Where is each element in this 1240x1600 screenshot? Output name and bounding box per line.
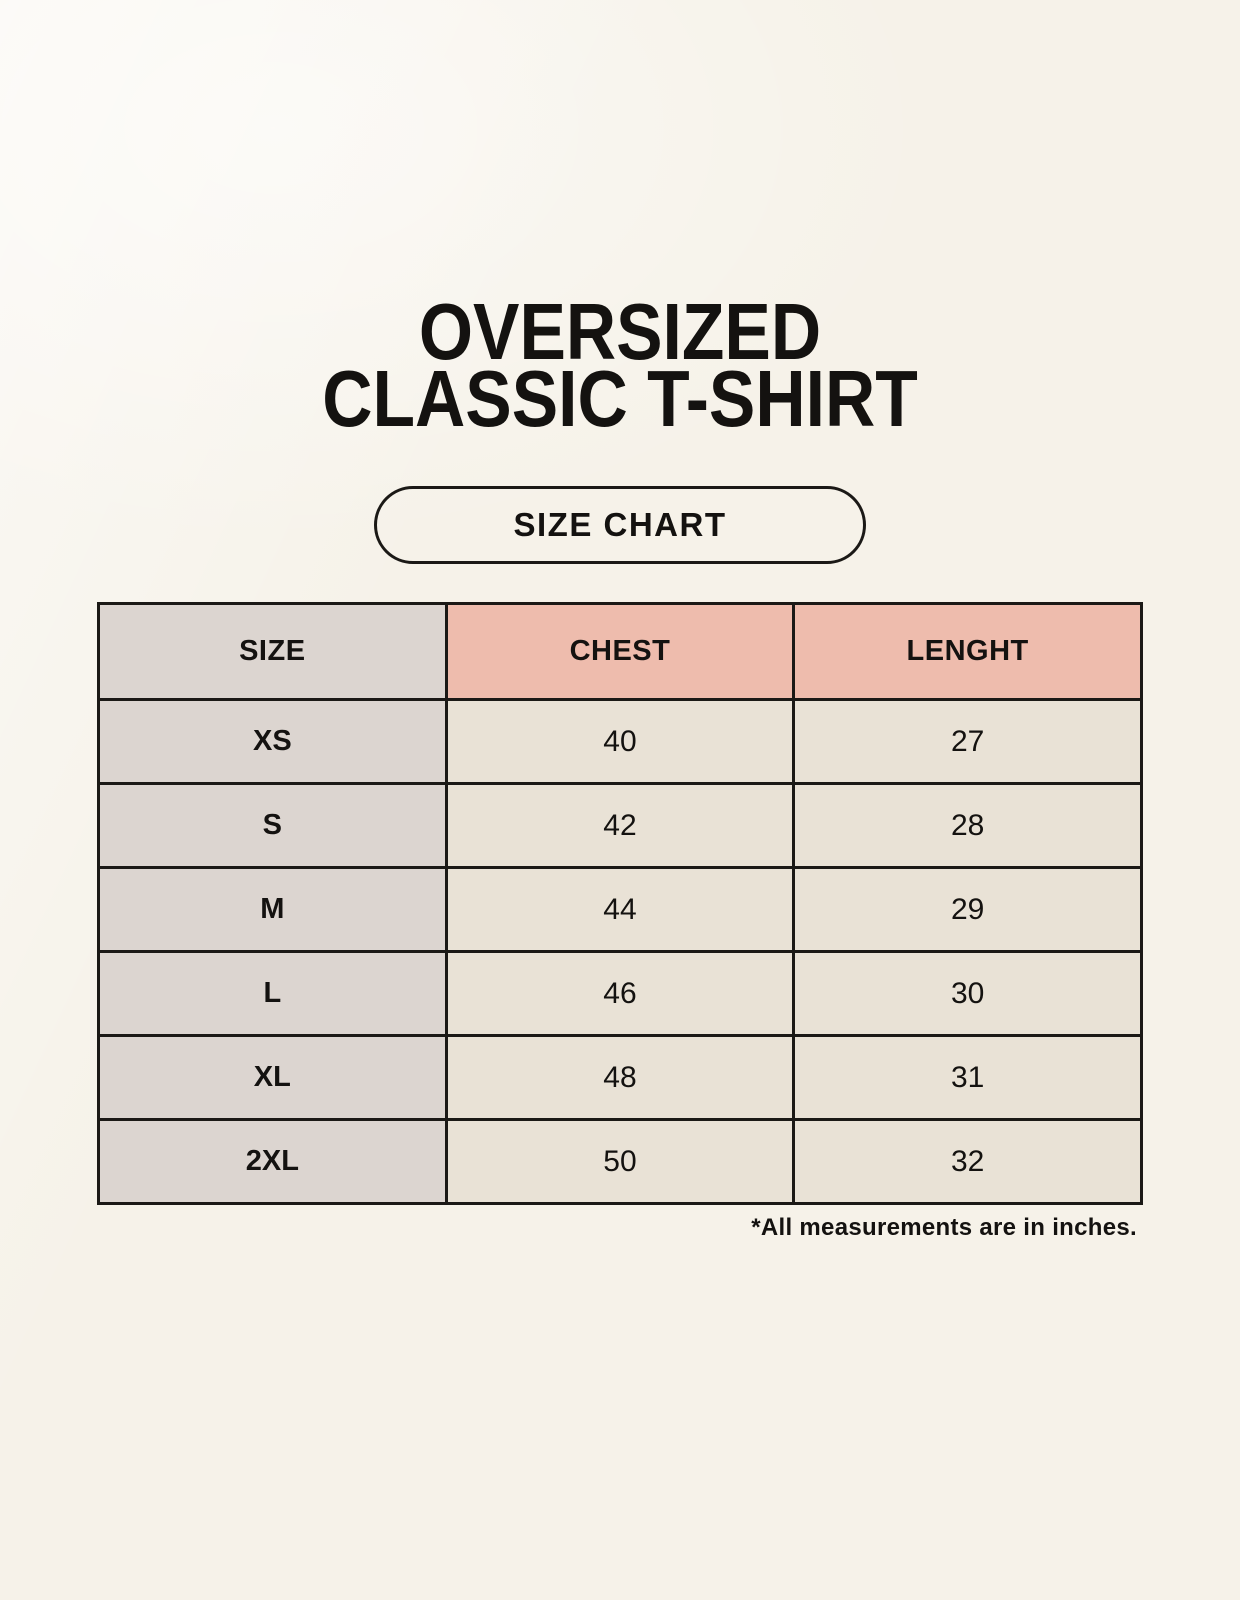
size-label-cell: XL bbox=[97, 1034, 448, 1122]
measurements-footnote: *All measurements are in inches. bbox=[751, 1214, 1137, 1242]
length-value-cell: 31 bbox=[792, 1034, 1143, 1122]
page-title-line2: CLASSIC T-SHIRT bbox=[322, 354, 918, 444]
page-title-line1: OVERSIZED bbox=[418, 287, 822, 376]
size-table-body: XS 40 27 S 42 28 M 44 29 L 46 30 XL 48 31 2XL 50 32 bbox=[97, 698, 1143, 1206]
size-chart-pill-container: SIZE CHART bbox=[0, 486, 1240, 565]
header-row: SIZE CHEST LENGHT bbox=[97, 602, 1143, 702]
column-header-length: LENGHT bbox=[792, 602, 1143, 702]
length-value-cell: 29 bbox=[792, 866, 1143, 954]
length-value-cell: 27 bbox=[792, 698, 1143, 786]
size-table-container: SIZE CHEST LENGHT XS 40 27 S 42 28 M 44 29 L 46 30 X… bbox=[97, 602, 1143, 1206]
column-header-size: SIZE bbox=[97, 602, 448, 702]
table-row: L 46 30 bbox=[97, 950, 1143, 1038]
page-title: OVERSIZED CLASSIC T-SHIRT bbox=[81, 287, 1160, 444]
table-row: S 42 28 bbox=[97, 782, 1143, 870]
size-label-cell: XS bbox=[97, 698, 448, 786]
table-row: M 44 29 bbox=[97, 866, 1143, 954]
length-value-cell: 32 bbox=[792, 1118, 1143, 1206]
chest-value-cell: 50 bbox=[444, 1118, 796, 1206]
length-value-cell: 28 bbox=[792, 782, 1143, 870]
column-header-chest: CHEST bbox=[444, 602, 796, 702]
size-label-cell: L bbox=[97, 950, 448, 1038]
size-label-cell: 2XL bbox=[97, 1118, 448, 1206]
size-chart-table: SIZE CHEST LENGHT XS 40 27 S 42 28 M 44 29 L 46 30 X… bbox=[97, 602, 1143, 1206]
chest-value-cell: 46 bbox=[444, 950, 796, 1038]
table-row: XL 48 31 bbox=[97, 1034, 1143, 1122]
size-table-head: SIZE CHEST LENGHT bbox=[97, 602, 1143, 702]
chest-value-cell: 40 bbox=[444, 698, 796, 786]
chest-value-cell: 42 bbox=[444, 782, 796, 870]
size-chart-button[interactable]: SIZE CHART bbox=[374, 486, 866, 565]
size-label-cell: S bbox=[97, 782, 448, 870]
chest-value-cell: 44 bbox=[444, 866, 796, 954]
table-row: XS 40 27 bbox=[97, 698, 1143, 786]
table-row: 2XL 50 32 bbox=[97, 1118, 1143, 1206]
size-label-cell: M bbox=[97, 866, 448, 954]
length-value-cell: 30 bbox=[792, 950, 1143, 1038]
chest-value-cell: 48 bbox=[444, 1034, 796, 1122]
